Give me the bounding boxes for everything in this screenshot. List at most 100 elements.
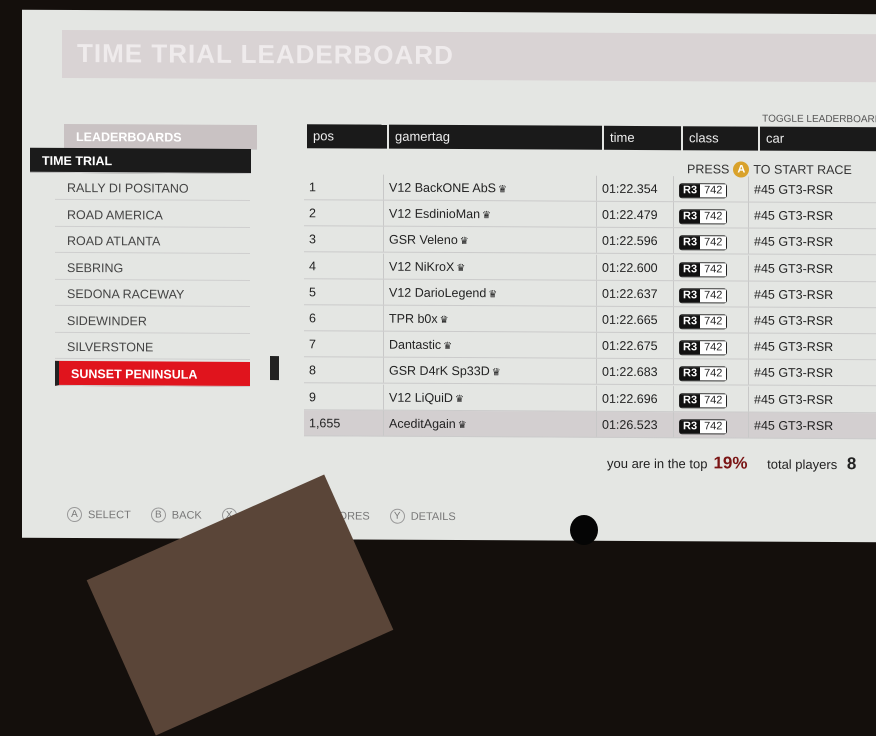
sidebar-item[interactable]: SUNSET PENINSULA <box>55 360 250 387</box>
table-row[interactable]: 2 V12 EsdinioMan ♛ 01:22.479 R3 742 #45 GT… <box>304 200 876 230</box>
pos-cell: 7 <box>304 331 384 357</box>
class-badge: R3 742 <box>679 235 728 251</box>
class-cell: R3 742 <box>674 307 749 333</box>
time-cell: 01:22.637 <box>597 280 674 306</box>
class-cell: R3 742 <box>674 333 749 359</box>
time-cell: 01:22.665 <box>597 306 674 333</box>
pos-cell: 5 <box>304 279 384 305</box>
table-row[interactable]: 1,655 AceditAgain ♛ 01:26.523 R3 742 #45 G… <box>304 410 876 440</box>
table-row[interactable]: 7 Dantastic ♛ 01:22.675 R3 742 #45 GT3-RSR <box>304 331 876 361</box>
time-cell: 01:22.696 <box>597 385 674 411</box>
car-cell: #45 GT3-RSR <box>754 208 834 224</box>
class-badge: R3 742 <box>679 340 728 356</box>
press-label: PRESS <box>687 162 730 177</box>
col-class[interactable]: class <box>683 126 758 151</box>
sidebar-item[interactable]: SIDEWINDER <box>55 307 250 334</box>
pi-value: 742 <box>700 367 727 381</box>
class-letter: R3 <box>680 262 701 276</box>
time-cell: 01:22.596 <box>597 228 674 254</box>
car-cell: #45 GT3-RSR <box>754 392 834 407</box>
time-cell: 01:22.600 <box>597 254 674 280</box>
col-pos[interactable]: pos <box>307 124 387 149</box>
crown-icon: ♛ <box>491 367 501 379</box>
hint-y[interactable]: Y DETAILS <box>389 508 456 524</box>
pi-value: 742 <box>700 236 727 250</box>
table-row[interactable]: 5 V12 DarioLegend ♛ 01:22.637 R3 742 #45 G… <box>304 279 876 309</box>
class-cell: R3 742 <box>674 385 749 412</box>
class-badge: R3 742 <box>679 183 728 199</box>
hint-b[interactable]: B BACK <box>150 507 202 523</box>
table-row[interactable]: 3 GSR Veleno ♛ 01:22.596 R3 742 #45 GT3-RS… <box>304 226 876 256</box>
hint-a[interactable]: A SELECT <box>67 506 131 523</box>
page-title: TIME TRIAL LEADERBOARD <box>77 38 454 71</box>
game-screen: TIME TRIAL LEADERBOARD TOGGLE LEADERBOAR… <box>22 9 876 543</box>
gamertag: Dantastic <box>389 337 442 353</box>
table-row[interactable]: 4 V12 NiKroX ♛ 01:22.600 R3 742 #45 GT3-RS… <box>304 252 876 282</box>
class-badge: R3 742 <box>679 314 728 330</box>
gamertag: GSR Veleno <box>389 233 458 248</box>
crown-icon: ♛ <box>439 314 449 326</box>
total-players: 8 <box>846 454 857 474</box>
gamertag: V12 DarioLegend <box>389 285 487 300</box>
gamertag: AceditAgain <box>389 416 456 431</box>
sidebar-item[interactable]: ROAD AMERICA <box>55 201 250 228</box>
pos-cell: 6 <box>304 305 384 331</box>
pi-value: 742 <box>700 341 727 355</box>
time-cell: 01:26.523 <box>597 411 674 437</box>
pi-value: 742 <box>700 184 727 198</box>
total-label: total players <box>767 456 838 473</box>
car-cell: #45 GT3-RSR <box>754 339 834 355</box>
hint-label: SELECT <box>88 508 131 521</box>
gamertag-cell: V12 DarioLegend ♛ <box>384 279 597 306</box>
pi-value: 742 <box>700 393 727 408</box>
car-cell: #45 GT3-RSR <box>754 234 834 250</box>
table-row[interactable]: 1 V12 BackONE AbS ♛ 01:22.354 R3 742 #45 G… <box>304 174 876 204</box>
class-cell: R3 742 <box>674 202 749 228</box>
gamertag-cell: V12 EsdinioMan ♛ <box>384 200 597 227</box>
crown-icon: ♛ <box>457 419 467 431</box>
time-cell: 01:22.683 <box>597 359 674 385</box>
table-row[interactable]: 8 GSR D4rK Sp33D ♛ 01:22.683 R3 742 #45 GT… <box>304 357 876 387</box>
class-cell: R3 742 <box>674 411 749 438</box>
gamertag: TPR b0x <box>389 311 438 326</box>
toggle-leaderboard-hint[interactable]: TOGGLE LEADERBOARD <box>762 113 876 126</box>
class-letter: R3 <box>680 288 701 303</box>
gamertag-cell: GSR Veleno ♛ <box>384 227 597 254</box>
col-car[interactable]: car <box>760 126 876 152</box>
class-cell: R3 742 <box>674 228 749 254</box>
table-row[interactable]: 6 TPR b0x ♛ 01:22.665 R3 742 #45 GT3-RSR <box>304 305 876 335</box>
class-letter: R3 <box>680 341 701 355</box>
car-cell: #45 GT3-RSR <box>754 313 834 328</box>
class-letter: R3 <box>680 210 701 224</box>
sidebar-header: LEADERBOARDS <box>64 123 257 150</box>
pos-cell: 3 <box>304 226 384 253</box>
sidebar-item[interactable]: SEBRING <box>55 254 250 281</box>
top-percent: 19% <box>713 453 748 473</box>
start-race-label: TO START RACE <box>753 162 852 178</box>
mode-time-trial[interactable]: TIME TRIAL <box>30 147 251 174</box>
hint-label: DETAILS <box>410 510 456 523</box>
gamertag: V12 BackONE AbS <box>389 180 497 196</box>
col-gamertag[interactable]: gamertag <box>389 124 602 150</box>
class-cell: R3 742 <box>674 176 749 202</box>
class-letter: R3 <box>680 419 701 434</box>
pi-value: 742 <box>700 210 727 224</box>
sidebar-item[interactable]: ROAD ATLANTA <box>55 227 250 254</box>
class-badge: R3 742 <box>679 418 728 435</box>
pos-cell: 8 <box>304 357 384 384</box>
button-y-icon: Y <box>389 508 405 524</box>
sidebar-item[interactable]: SILVERSTONE <box>55 333 250 360</box>
gamertag: GSR D4rK Sp33D <box>389 364 490 379</box>
car-cell: #45 GT3-RSR <box>754 365 834 381</box>
time-cell: 01:22.675 <box>597 332 674 359</box>
scrollbar[interactable] <box>270 356 279 381</box>
crown-icon: ♛ <box>488 288 498 301</box>
col-time[interactable]: time <box>604 125 681 151</box>
class-cell: R3 742 <box>674 280 749 307</box>
sidebar-item[interactable]: SEDONA RACEWAY <box>55 280 250 307</box>
pos-cell: 4 <box>304 252 384 279</box>
button-b-icon: B <box>150 507 166 523</box>
table-row[interactable]: 9 V12 LiQuiD ♛ 01:22.696 R3 742 #45 GT3-RS… <box>304 383 876 413</box>
gamertag-cell: V12 LiQuiD ♛ <box>384 384 597 411</box>
sidebar-item[interactable]: RALLY DI POSITANO <box>55 174 250 201</box>
